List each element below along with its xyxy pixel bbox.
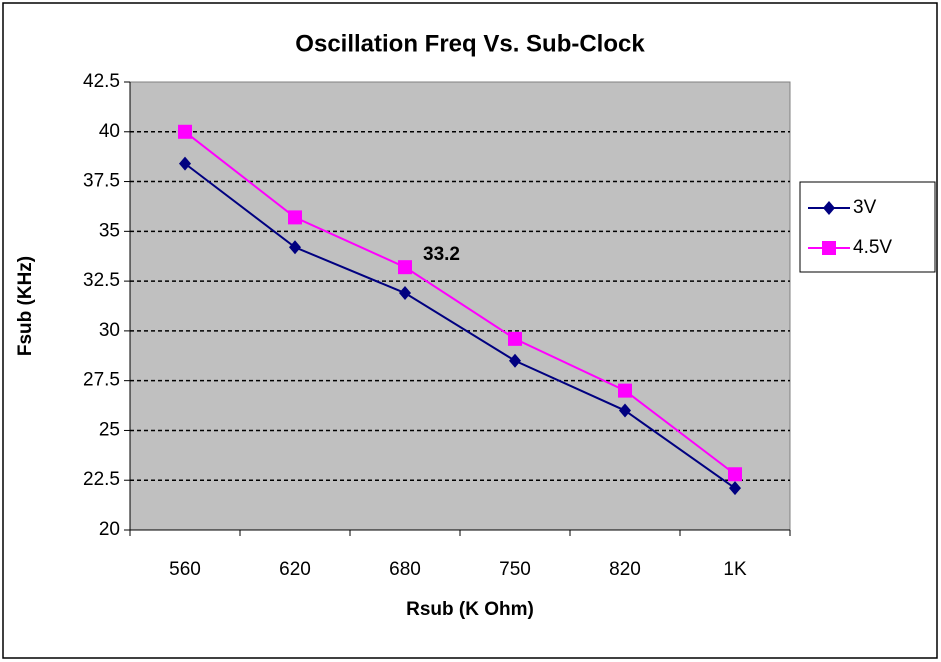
- y-tick-label: 32.5: [83, 270, 120, 291]
- data-point: [618, 383, 632, 398]
- chart-title: Oscillation Freq Vs. Sub-Clock: [295, 30, 645, 57]
- series-line: [184, 130, 736, 476]
- x-tick-label: 820: [609, 559, 641, 580]
- x-tick-label: 750: [499, 559, 531, 580]
- data-point: [399, 286, 411, 301]
- data-point: [179, 156, 191, 171]
- data-point: [509, 353, 521, 368]
- data-point: [619, 403, 631, 418]
- y-tick-label: 22.5: [83, 469, 120, 490]
- plot-area: [129, 81, 791, 531]
- y-tick-label: 30: [99, 320, 120, 341]
- series-line: [184, 162, 736, 490]
- y-tick-label: 42.5: [83, 71, 120, 92]
- y-axis-label: Fsub (KHz): [15, 256, 36, 356]
- data-point: [178, 124, 192, 139]
- y-tick-label: 27.5: [83, 370, 120, 391]
- data-point: [508, 331, 522, 346]
- legend-marker: [822, 241, 836, 255]
- x-axis-label: Rsub (K Ohm): [406, 599, 534, 620]
- y-tick-label: 35: [99, 220, 120, 241]
- y-tick-label: 25: [99, 419, 120, 440]
- data-point: [398, 260, 412, 275]
- data-point: [288, 210, 302, 225]
- x-tick-label: 560: [169, 559, 201, 580]
- data-point: [729, 481, 741, 496]
- data-point: [289, 240, 301, 255]
- legend-marker: [823, 201, 835, 215]
- y-tick-label: 40: [99, 121, 120, 142]
- data-label: 33.2: [423, 244, 460, 265]
- x-tick-label: 620: [279, 559, 311, 580]
- x-tick-label: 1K: [723, 559, 747, 580]
- x-tick-label: 680: [389, 559, 421, 580]
- y-tick-label: 37.5: [83, 171, 120, 192]
- data-point: [728, 467, 742, 482]
- legend-label: 3V: [853, 197, 877, 218]
- y-tick-label: 20: [99, 519, 120, 540]
- legend: [799, 181, 936, 273]
- legend-label: 4.5V: [853, 237, 892, 258]
